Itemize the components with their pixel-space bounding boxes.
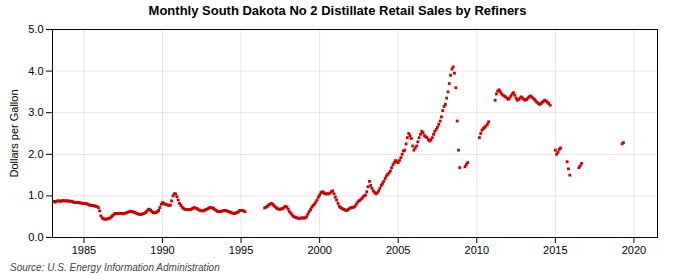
svg-text:2005: 2005 — [386, 244, 410, 256]
svg-text:1985: 1985 — [72, 244, 96, 256]
svg-text:1990: 1990 — [150, 244, 174, 256]
svg-text:2000: 2000 — [307, 244, 331, 256]
svg-text:1995: 1995 — [229, 244, 253, 256]
svg-text:2015: 2015 — [543, 244, 567, 256]
svg-text:3.0: 3.0 — [28, 106, 43, 118]
svg-text:2010: 2010 — [465, 244, 489, 256]
html-text:Monthly South Dakota No 2 Dist: Monthly South Dakota No 2 Distillate Ret… — [148, 3, 527, 18]
svg-text:Dollars per Gallon: Dollars per Gallon — [8, 89, 20, 177]
svg-text:1.0: 1.0 — [28, 189, 43, 201]
svg-text:0.0: 0.0 — [28, 231, 43, 243]
svg-text:2.0: 2.0 — [28, 148, 43, 160]
svg-text:4.0: 4.0 — [28, 65, 43, 77]
svg-text:2020: 2020 — [622, 244, 646, 256]
svg-text:5.0: 5.0 — [28, 23, 43, 35]
html-text:Source: U.S. Energy Informatio: Source: U.S. Energy Information Administ… — [10, 262, 220, 273]
